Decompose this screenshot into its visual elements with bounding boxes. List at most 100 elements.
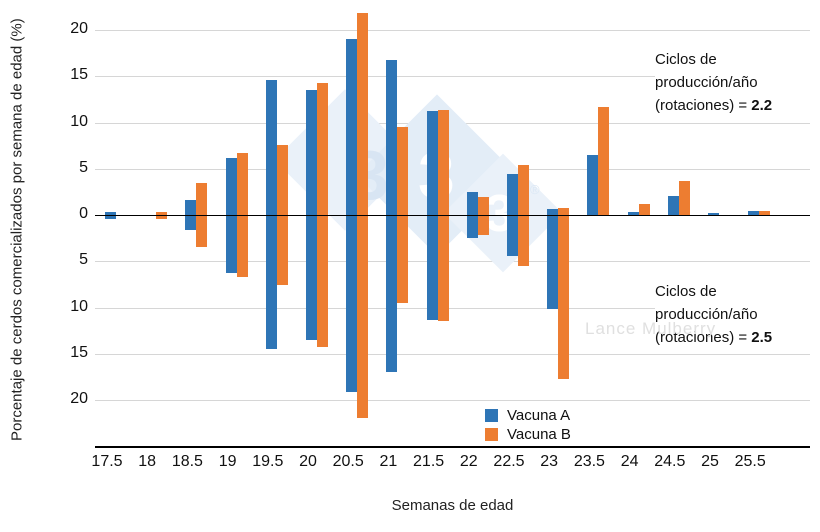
bar-vacuna-a-down bbox=[346, 216, 358, 392]
y-tick-label: 0 bbox=[79, 205, 88, 222]
bar-vacuna-a-down bbox=[426, 216, 438, 320]
bar-vacuna-b-up bbox=[317, 82, 328, 215]
x-tick-label: 22.5 bbox=[493, 453, 525, 470]
x-tick-label: 25 bbox=[701, 453, 719, 470]
bar-vacuna-b-up bbox=[156, 212, 168, 215]
bar-vacuna-b-up bbox=[196, 182, 208, 215]
bar-vacuna-b-up bbox=[558, 207, 570, 215]
bar-vacuna-a-up bbox=[105, 211, 116, 215]
legend: Vacuna A Vacuna B bbox=[485, 406, 571, 444]
bar-vacuna-b-up bbox=[397, 127, 409, 215]
rotations-value: 2.5 bbox=[751, 329, 773, 346]
gridline bbox=[95, 261, 810, 263]
gridline bbox=[95, 400, 810, 401]
y-tick-label: 5 bbox=[79, 158, 88, 176]
x-tick-label: 17.5 bbox=[91, 453, 123, 470]
bar-vacuna-a-down bbox=[386, 216, 398, 373]
bar-vacuna-b-down bbox=[477, 216, 489, 235]
bar-vacuna-b-down bbox=[357, 216, 369, 418]
registered-mark-icon: ® bbox=[530, 182, 540, 197]
annotation-line: producción/año bbox=[655, 306, 758, 323]
annotation-rotations-2-2: Ciclos de producción/año (rotaciones) = … bbox=[655, 48, 817, 117]
x-axis-line bbox=[95, 446, 810, 448]
bar-vacuna-b-up bbox=[437, 110, 449, 215]
bar-vacuna-a-up bbox=[587, 154, 599, 215]
y-tick-label: 15 bbox=[70, 66, 88, 84]
y-tick-label: 10 bbox=[70, 297, 88, 315]
gridline bbox=[95, 30, 810, 31]
bar-vacuna-a-up bbox=[306, 90, 317, 215]
rotations-value: 2.2 bbox=[751, 97, 773, 114]
bar-vacuna-b-down bbox=[156, 216, 168, 219]
x-tick-label: 25.5 bbox=[734, 453, 766, 470]
x-axis-title: Semanas de edad bbox=[391, 497, 514, 514]
bar-vacuna-b-up bbox=[518, 165, 529, 215]
y-tick-label: 5 bbox=[79, 251, 88, 269]
bar-vacuna-a-up bbox=[547, 208, 559, 215]
y-axis-title: Porcentaje de cerdos comercializados por… bbox=[8, 18, 26, 442]
legend-label: Vacuna B bbox=[507, 426, 571, 443]
bar-vacuna-a-down bbox=[265, 216, 277, 350]
bar-vacuna-b-up bbox=[759, 211, 771, 215]
bar-vacuna-b-up bbox=[477, 196, 489, 215]
bar-vacuna-a-up bbox=[748, 210, 760, 215]
x-tick-label: 21.5 bbox=[413, 453, 445, 470]
bar-vacuna-a-up bbox=[507, 174, 518, 215]
bar-vacuna-b-down bbox=[397, 216, 409, 303]
annotation-line: producción/año bbox=[655, 74, 758, 91]
bar-vacuna-a-up bbox=[265, 79, 277, 215]
bar-vacuna-b-up bbox=[678, 180, 690, 215]
watermark-text: Lance Mulberry bbox=[585, 319, 717, 338]
bar-vacuna-a-down bbox=[225, 216, 237, 274]
x-tick-label: 24.5 bbox=[654, 453, 686, 470]
gridline bbox=[95, 307, 810, 309]
bar-vacuna-b-up bbox=[276, 144, 288, 215]
bar-vacuna-a-up bbox=[386, 59, 398, 215]
legend-item-vacuna-a: Vacuna A bbox=[485, 406, 571, 425]
bar-vacuna-b-down bbox=[518, 216, 529, 266]
bar-vacuna-b-up bbox=[357, 13, 369, 215]
bar-vacuna-a-up bbox=[346, 39, 358, 215]
x-tick-label: 23.5 bbox=[573, 453, 605, 470]
x-tick-label: 23 bbox=[540, 453, 559, 470]
legend-label: Vacuna A bbox=[507, 407, 571, 424]
x-tick-label: 21 bbox=[379, 453, 398, 470]
legend-swatch-vacuna-b bbox=[485, 428, 498, 441]
bar-vacuna-a-down bbox=[185, 216, 197, 230]
bar-vacuna-a-down bbox=[507, 216, 518, 256]
bar-vacuna-b-down bbox=[558, 216, 570, 379]
bar-vacuna-a-down bbox=[105, 216, 116, 219]
y-tick-label: 10 bbox=[70, 112, 88, 130]
x-tick-label: 24 bbox=[620, 453, 639, 470]
bar-vacuna-a-up bbox=[466, 191, 478, 215]
bar-vacuna-b-up bbox=[598, 106, 610, 215]
annotation-rotations-2-5: Ciclos de producción/año (rotaciones) = … bbox=[655, 280, 817, 349]
y-tick-label: 20 bbox=[70, 20, 88, 37]
bar-vacuna-b-up bbox=[638, 203, 650, 215]
y-tick-label: 20 bbox=[70, 390, 88, 407]
bar-vacuna-b-down bbox=[196, 216, 208, 248]
bar-vacuna-a-up bbox=[426, 111, 438, 215]
annotation-line: (rotaciones) = 2.2 bbox=[655, 97, 773, 114]
bar-vacuna-a-up bbox=[667, 195, 679, 215]
bar-vacuna-b-down bbox=[317, 216, 328, 348]
annotation-line: Ciclos de bbox=[655, 283, 717, 300]
bar-vacuna-b-down bbox=[437, 216, 449, 322]
gridline bbox=[95, 76, 810, 78]
x-tick-label: 19.5 bbox=[252, 453, 284, 470]
zero-axis-line bbox=[95, 214, 810, 216]
x-tick-label: 20.5 bbox=[332, 453, 364, 470]
bar-vacuna-a-down bbox=[306, 216, 317, 340]
bar-vacuna-b-down bbox=[236, 216, 248, 278]
bar-vacuna-a-up bbox=[225, 157, 237, 215]
x-tick-label: 18 bbox=[138, 453, 157, 470]
gridline bbox=[95, 353, 810, 355]
x-tick-label: 20 bbox=[299, 453, 317, 470]
bar-vacuna-b-down bbox=[276, 216, 288, 286]
x-tick-label: 18.5 bbox=[171, 453, 203, 470]
bar-vacuna-b-up bbox=[236, 153, 248, 215]
annotation-line: Ciclos de bbox=[655, 51, 717, 68]
bar-vacuna-a-down bbox=[466, 216, 478, 239]
legend-item-vacuna-b: Vacuna B bbox=[485, 425, 571, 444]
